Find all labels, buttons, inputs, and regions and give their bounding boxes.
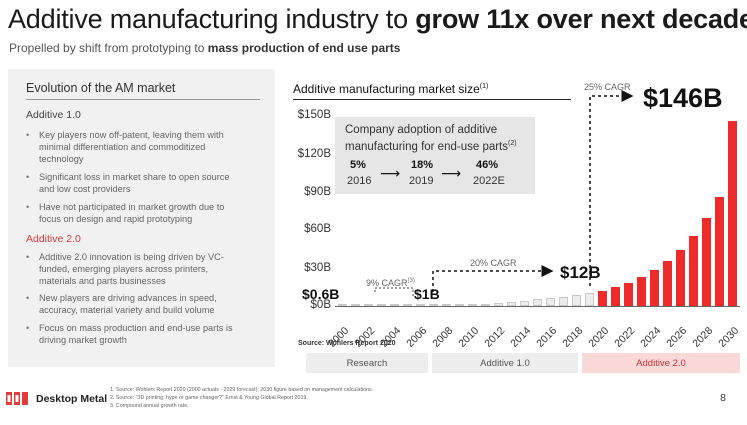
phase-additive-2: Additive 2.0	[582, 353, 740, 373]
y-tick-label: $120B	[297, 148, 331, 160]
bullet-item: Key players now off-patent, leaving them…	[26, 129, 241, 165]
page-title: Additive manufacturing industry to grow …	[8, 4, 747, 34]
y-tick-label: $90B	[304, 186, 331, 198]
bar-2026	[676, 249, 685, 306]
y-tick-label: $60B	[304, 223, 331, 235]
chart-source: Source: Wohlers Report 2020	[298, 340, 396, 347]
bar-2027	[689, 235, 698, 306]
value-label-2020: $12B	[560, 263, 601, 282]
bar-2004	[390, 304, 399, 306]
bar-2001	[351, 304, 360, 306]
section-additive-2: Additive 2.0	[26, 233, 81, 245]
bar-2017	[559, 296, 568, 306]
panel-divider	[26, 99, 260, 100]
bar-2008	[442, 304, 451, 306]
bar-2019	[585, 292, 594, 306]
bar-2000	[338, 304, 347, 306]
callout-value: 18%	[411, 159, 434, 171]
callout-year: 2019	[409, 175, 434, 187]
bar-2024	[650, 269, 659, 306]
bullet-item: Additive 2.0 innovation is being driven …	[26, 251, 241, 287]
bullet-item: Significant loss in market share to open…	[26, 171, 241, 195]
cagr-connector-3	[589, 90, 634, 286]
brand-name: Desktop Metal	[36, 392, 108, 405]
bar-2006	[416, 304, 425, 306]
footnote: 1. Source: Wohlers Report 2020 (2000 act…	[110, 387, 374, 393]
chart-title-rule	[293, 99, 571, 100]
x-axis-baseline	[335, 306, 740, 307]
footnote: 3. Compound annual growth rate.	[110, 403, 189, 409]
callout-value: 46%	[476, 159, 499, 171]
bar-2022	[624, 282, 633, 306]
cagr-label-25: 25% CAGR	[584, 82, 631, 92]
callout-title: Company adoption of additive manufacturi…	[345, 124, 517, 153]
bar-2030	[728, 121, 737, 306]
bullet-item: Have not participated in market growth d…	[26, 201, 241, 225]
y-tick-label: $0B	[310, 299, 331, 311]
bar-2012	[494, 303, 503, 306]
bar-2014	[520, 300, 529, 306]
arrow-right-icon: ⟶	[441, 165, 462, 181]
bar-2029	[715, 196, 724, 306]
bar-2015	[533, 299, 542, 306]
adoption-callout: Company adoption of additive manufacturi…	[335, 117, 535, 194]
phase-additive-1: Additive 1.0	[432, 353, 578, 373]
callout-year: 2022E	[473, 175, 505, 187]
footnote: 2. Source: "3D printing: hype or game ch…	[110, 395, 308, 401]
phase-research: Research	[306, 353, 428, 373]
arrow-right-icon: ⟶	[380, 165, 401, 181]
value-label-2006: $1B	[414, 286, 440, 302]
callout-year: 2016	[347, 175, 372, 187]
bar-2011	[481, 303, 490, 306]
bullet-item: Focus on mass production and end-use par…	[26, 322, 241, 346]
desktop-metal-logo-icon	[6, 392, 28, 405]
panel-title: Evolution of the AM market	[26, 81, 176, 95]
bullet-item: New players are driving advances in spee…	[26, 292, 241, 316]
brand-logo: Desktop Metal	[6, 392, 107, 405]
bar-2020	[598, 290, 607, 306]
footnotes: 1. Source: Wohlers Report 2020 (2000 act…	[110, 386, 373, 410]
bar-2028	[702, 218, 711, 306]
bar-2007	[429, 304, 438, 306]
bar-2025	[663, 260, 672, 306]
callout-value: 5%	[350, 159, 366, 171]
bar-2013	[507, 302, 516, 306]
bar-2005	[403, 304, 412, 306]
bar-2021	[611, 287, 620, 306]
cagr-connector-1	[374, 287, 414, 297]
value-label-2030: $146B	[643, 83, 723, 113]
section-additive-1: Additive 1.0	[26, 109, 81, 121]
bar-2023	[637, 276, 646, 306]
cagr-label-20: 20% CAGR	[470, 258, 517, 268]
cagr-connector-2	[432, 265, 554, 292]
cagr-label-9: 9% CAGR(3)	[366, 278, 415, 288]
page-number: 8	[720, 392, 726, 404]
y-tick-label: $30B	[304, 262, 331, 274]
y-tick-label: $150B	[297, 109, 331, 121]
page-subtitle: Propelled by shift from prototyping to m…	[9, 41, 401, 55]
bar-2009	[455, 304, 464, 306]
bar-2003	[377, 304, 386, 306]
bar-2002	[364, 304, 373, 306]
chart-title: Additive manufacturing market size(1)	[293, 82, 489, 96]
am-evolution-panel: Evolution of the AM market Additive 1.0 …	[8, 69, 275, 367]
bar-2010	[468, 304, 477, 306]
bar-2016	[546, 298, 555, 306]
value-label-2000: $0.6B	[302, 286, 340, 302]
bar-2018	[572, 294, 581, 306]
